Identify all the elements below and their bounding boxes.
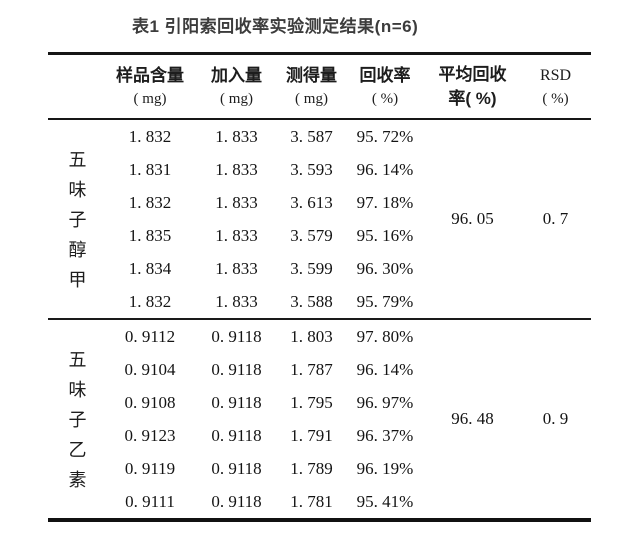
data-cell: 3. 593: [290, 159, 333, 179]
col-header-measured-amount: 测得量 ( mg): [278, 53, 345, 120]
data-cell: 1. 832: [128, 192, 172, 212]
data-cell: 1. 803: [290, 326, 333, 346]
table-row: 1. 831 1. 833 3. 593 96. 14%: [48, 153, 591, 186]
table-row: 1. 832 1. 833 3. 588 95. 79%: [48, 285, 591, 319]
header-label: 回收率: [359, 65, 411, 85]
data-cell: 1. 834: [128, 258, 172, 278]
data-cell: 95. 72%: [356, 126, 414, 146]
data-cell: 3. 599: [290, 258, 333, 278]
header-label-line2: 率( %): [448, 88, 497, 108]
data-cell: 1. 835: [128, 225, 172, 245]
table-row: 0. 9123 0. 9118 1. 791 96. 37%: [48, 419, 591, 452]
data-cell: 0. 9118: [211, 491, 262, 511]
results-table-wrap: 样品含量 ( mg) 加入量 ( mg) 测得量 ( mg) 回收率 ( %): [48, 52, 591, 522]
data-cell: 1. 789: [290, 458, 333, 478]
data-cell: 1. 833: [215, 258, 258, 278]
col-header-rsd: RSD ( %): [520, 53, 591, 120]
group-label: 五味子乙素: [48, 319, 105, 520]
rsd-value: 0. 7: [542, 209, 569, 228]
data-cell: 3. 579: [290, 225, 333, 245]
header-unit: ( mg): [133, 90, 167, 107]
data-cell: 97. 80%: [356, 326, 414, 346]
data-cell: 1. 787: [290, 359, 333, 379]
header-label: RSD: [539, 66, 572, 84]
table-header: 样品含量 ( mg) 加入量 ( mg) 测得量 ( mg) 回收率 ( %): [48, 53, 591, 120]
table-row: 五味子乙素 0. 9112 0. 9118 1. 803 97. 80% 96.…: [48, 319, 591, 501]
data-cell: 1. 781: [290, 491, 333, 511]
header-unit: ( %): [371, 90, 399, 107]
data-cell: 1. 833: [215, 291, 258, 311]
header-unit: ( %): [542, 90, 569, 107]
header-row: 样品含量 ( mg) 加入量 ( mg) 测得量 ( mg) 回收率 ( %): [48, 53, 591, 120]
header-label: 样品含量: [116, 65, 184, 85]
data-cell: 96. 37%: [356, 425, 414, 445]
col-header-avg-recovery: 平均回收 率( %): [425, 53, 520, 120]
col-header-recovery-rate: 回收率 ( %): [345, 53, 425, 120]
data-cell: 3. 613: [290, 192, 333, 212]
data-cell: 1. 795: [290, 392, 333, 412]
data-cell: 1. 832: [128, 291, 172, 311]
data-cell: 1. 833: [215, 192, 258, 212]
header-label: 平均回收: [438, 64, 507, 84]
data-cell: 0. 9112: [124, 326, 176, 346]
data-cell: 95. 16%: [356, 225, 414, 245]
table-row: 0. 9108 0. 9118 1. 795 96. 97%: [48, 386, 591, 419]
table-row: 1. 834 1. 833 3. 599 96. 30%: [48, 252, 591, 285]
data-cell: 96. 19%: [356, 458, 414, 478]
data-cell: 0. 9118: [211, 392, 262, 412]
table-row: 五味子醇甲 1. 832 1. 833 3. 587 95. 72% 96. 0…: [48, 119, 591, 301]
data-cell: 1. 833: [215, 126, 258, 146]
data-cell: 0. 9118: [211, 359, 262, 379]
data-cell: 0. 9111: [125, 491, 175, 511]
data-cell: 3. 587: [290, 126, 333, 146]
data-cell: 96. 97%: [356, 392, 414, 412]
data-cell: 96. 14%: [356, 359, 414, 379]
data-cell: 1. 833: [215, 225, 258, 245]
data-cell: 0. 9104: [124, 359, 176, 379]
rsd-value: 0. 9: [542, 409, 569, 428]
group-schisandrin-b: 五味子乙素 0. 9112 0. 9118 1. 803 97. 80% 96.…: [48, 319, 591, 520]
data-cell: 1. 833: [215, 159, 258, 179]
group-label: 五味子醇甲: [48, 119, 105, 319]
data-cell: 95. 41%: [356, 491, 414, 511]
header-corner-cell: [48, 53, 105, 120]
data-cell: 0. 9123: [124, 425, 176, 445]
col-header-added-amount: 加入量 ( mg): [195, 53, 278, 120]
data-cell: 96. 30%: [356, 258, 414, 278]
header-label: 测得量: [286, 65, 337, 85]
data-cell: 0. 9118: [211, 458, 262, 478]
data-cell: 95. 79%: [356, 291, 414, 311]
table-row: 1. 835 1. 833 3. 579 95. 16%: [48, 219, 591, 252]
data-cell: 0. 9118: [211, 425, 262, 445]
avg-recovery-value: 96. 48: [451, 409, 494, 428]
table-title: 表1 引阳索回收率实验测定结果(n=6): [132, 17, 419, 36]
table-row: 0. 9111 0. 9118 1. 781 95. 41%: [48, 485, 591, 520]
recovery-results-table: 样品含量 ( mg) 加入量 ( mg) 测得量 ( mg) 回收率 ( %): [48, 52, 591, 522]
header-unit: ( mg): [295, 90, 328, 107]
col-header-sample-content: 样品含量 ( mg): [105, 53, 195, 120]
group-label-text: 五味子醇甲: [66, 150, 87, 300]
data-cell: 1. 791: [290, 425, 333, 445]
header-label: 加入量: [211, 65, 262, 85]
data-cell: 1. 832: [128, 126, 172, 146]
data-cell: 1. 831: [128, 159, 172, 179]
table-row: 0. 9119 0. 9118 1. 789 96. 19%: [48, 452, 591, 485]
data-cell: 97. 18%: [356, 192, 414, 212]
data-cell: 3. 588: [290, 291, 333, 311]
table-row: 1. 832 1. 833 3. 613 97. 18%: [48, 186, 591, 219]
group-label-text: 五味子乙素: [66, 350, 87, 500]
avg-recovery-value: 96. 05: [451, 209, 494, 228]
header-unit: ( mg): [220, 90, 253, 107]
data-cell: 0. 9119: [124, 458, 176, 478]
data-cell: 96. 14%: [356, 159, 414, 179]
data-cell: 0. 9118: [211, 326, 262, 346]
table-row: 0. 9104 0. 9118 1. 787 96. 14%: [48, 353, 591, 386]
data-cell: 0. 9108: [124, 392, 176, 412]
group-schisandrol-a: 五味子醇甲 1. 832 1. 833 3. 587 95. 72% 96. 0…: [48, 119, 591, 319]
